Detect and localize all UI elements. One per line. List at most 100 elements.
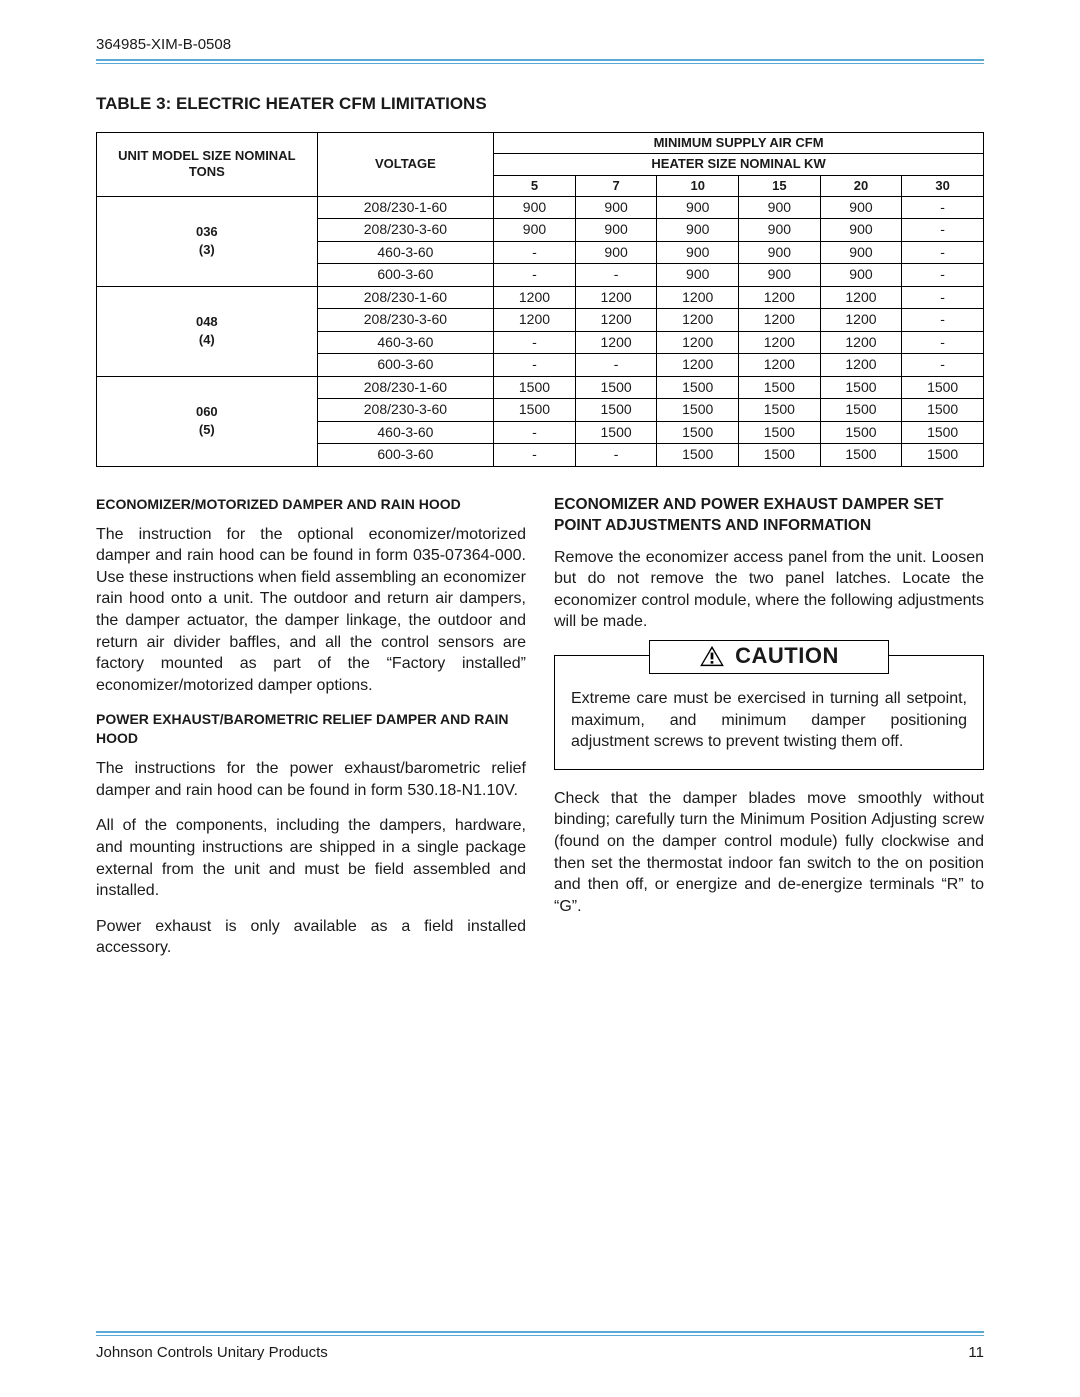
cfm-cell: - [902,196,984,219]
model-cell: 048(4) [97,286,318,376]
cfm-cell: 1500 [902,376,984,399]
cfm-cell: - [902,241,984,264]
cfm-cell: 1500 [739,421,821,444]
cfm-cell: 1500 [657,376,739,399]
kw-col: 30 [902,175,984,196]
cfm-cell: 1200 [575,309,657,332]
kw-col: 7 [575,175,657,196]
cfm-cell: 900 [820,264,902,287]
cfm-cell: 1200 [820,331,902,354]
cfm-cell: 1500 [902,399,984,422]
cfm-cell: 900 [575,241,657,264]
cfm-cell: 1500 [820,399,902,422]
cfm-cell: 1200 [575,331,657,354]
cfm-cell: 900 [657,196,739,219]
col-supply: MINIMUM SUPPLY AIR CFM [494,133,984,154]
body-paragraph: Remove the economizer access panel from … [554,547,984,633]
voltage-cell: 208/230-1-60 [317,286,494,309]
cfm-cell: 1500 [494,376,576,399]
section-heading-power-exhaust: POWER EXHAUST/BAROMETRIC RELIEF DAMPER A… [96,710,526,748]
kw-col: 20 [820,175,902,196]
cfm-cell: 1500 [739,444,821,467]
caution-label-text: CAUTION [735,643,839,669]
cfm-cell: 1200 [494,286,576,309]
cfm-cell: 1500 [820,376,902,399]
col-model: UNIT MODEL SIZE NOMINAL TONS [97,133,318,197]
cfm-cell: - [902,219,984,242]
footer-left: Johnson Controls Unitary Products [96,1344,328,1361]
cfm-cell: 1500 [657,421,739,444]
cfm-cell: 1200 [657,286,739,309]
kw-col: 5 [494,175,576,196]
voltage-cell: 460-3-60 [317,241,494,264]
cfm-cell: 1500 [820,421,902,444]
voltage-cell: 208/230-3-60 [317,399,494,422]
cfm-cell: 1500 [902,421,984,444]
voltage-cell: 460-3-60 [317,331,494,354]
col-voltage: VOLTAGE [317,133,494,197]
doc-id: 364985-XIM-B-0508 [96,36,984,59]
cfm-cell: - [494,241,576,264]
section-heading-economizer: ECONOMIZER/MOTORIZED DAMPER AND RAIN HOO… [96,495,526,514]
voltage-cell: 208/230-1-60 [317,376,494,399]
col-heater: HEATER SIZE NOMINAL KW [494,154,984,175]
cfm-cell: 1200 [657,354,739,377]
cfm-cell: 900 [657,219,739,242]
cfm-cell: - [902,264,984,287]
voltage-cell: 600-3-60 [317,354,494,377]
cfm-cell: 900 [575,196,657,219]
cfm-cell: - [902,286,984,309]
cfm-cell: 1200 [575,286,657,309]
cfm-cell: - [494,421,576,444]
cfm-cell: - [494,354,576,377]
voltage-cell: 600-3-60 [317,444,494,467]
voltage-cell: 208/230-3-60 [317,309,494,332]
left-column: ECONOMIZER/MOTORIZED DAMPER AND RAIN HOO… [96,495,526,973]
cfm-cell: - [575,354,657,377]
cfm-cell: 1200 [657,331,739,354]
cfm-cell: 1500 [739,376,821,399]
cfm-cell: 900 [575,219,657,242]
cfm-cell: 900 [739,219,821,242]
cfm-cell: 1500 [820,444,902,467]
cfm-cell: 900 [820,219,902,242]
model-cell: 036(3) [97,196,318,286]
cfm-cell: 1500 [739,399,821,422]
cfm-cell: 1500 [902,444,984,467]
cfm-cell: 1200 [494,309,576,332]
cfm-limitations-table: UNIT MODEL SIZE NOMINAL TONS VOLTAGE MIN… [96,132,984,467]
body-paragraph: The instruction for the optional economi… [96,524,526,697]
header-rule-thin [96,63,984,64]
cfm-cell: 900 [739,264,821,287]
voltage-cell: 208/230-3-60 [317,219,494,242]
cfm-cell: 1500 [575,376,657,399]
footer-right-pagenum: 11 [968,1344,984,1361]
cfm-cell: - [902,309,984,332]
cfm-cell: - [902,331,984,354]
cfm-cell: - [575,264,657,287]
body-paragraph: All of the components, including the dam… [96,815,526,901]
cfm-cell: 1500 [657,399,739,422]
cfm-cell: - [575,444,657,467]
table-row: 048(4)208/230-1-6012001200120012001200- [97,286,984,309]
cfm-cell: 1500 [575,399,657,422]
section-heading-setpoint: ECONOMIZER AND POWER EXHAUST DAMPER SET … [554,495,984,537]
warning-triangle-icon [699,645,725,667]
right-column: ECONOMIZER AND POWER EXHAUST DAMPER SET … [554,495,984,973]
cfm-cell: 900 [820,196,902,219]
model-cell: 060(5) [97,376,318,466]
cfm-cell: 1200 [739,354,821,377]
kw-col: 10 [657,175,739,196]
cfm-cell: 1200 [657,309,739,332]
body-paragraph: Power exhaust is only available as a fie… [96,916,526,959]
cfm-cell: 1200 [820,309,902,332]
table-row: 060(5)208/230-1-601500150015001500150015… [97,376,984,399]
cfm-cell: 900 [494,219,576,242]
caution-text: Extreme care must be exercised in turnin… [571,688,967,753]
voltage-cell: 460-3-60 [317,421,494,444]
cfm-cell: - [494,264,576,287]
cfm-cell: 1200 [739,309,821,332]
cfm-cell: - [494,444,576,467]
header-rule-thick [96,59,984,61]
cfm-cell: 1200 [739,286,821,309]
